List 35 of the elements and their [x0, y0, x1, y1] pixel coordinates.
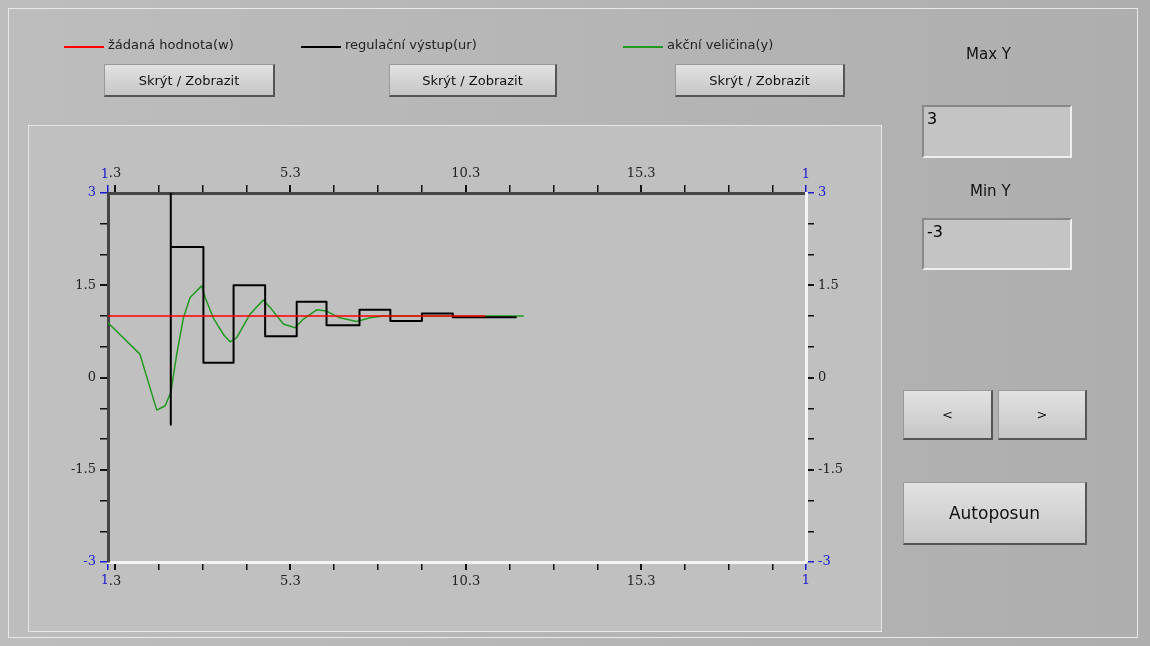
- y-tick-label: 0: [87, 368, 96, 384]
- x2-tick-label: 5.3: [280, 164, 301, 180]
- y-tick-label: 3: [87, 184, 96, 200]
- autoscroll-button: Autoposun: [903, 482, 1087, 545]
- y2-tick-label: -3: [818, 553, 831, 569]
- y2-tick-label: 0: [818, 368, 827, 384]
- x-tick-label: .3: [108, 573, 122, 589]
- x2-tick-label: .3: [108, 164, 122, 180]
- right-button: >: [998, 390, 1087, 440]
- y-tick-label: -1.5: [70, 461, 96, 477]
- legend-label: regulační výstup(ur): [345, 37, 477, 52]
- y2-tick-label: 1.5: [818, 276, 839, 292]
- text: 1: [801, 571, 811, 587]
- x-tick-label: 5.3: [280, 573, 301, 589]
- min-field: -3: [922, 218, 1072, 270]
- text: 1: [100, 165, 110, 181]
- text: Max Y: [966, 45, 1011, 63]
- text: 1: [100, 571, 110, 587]
- toggle-button: Skrýt / Zobrazit: [104, 64, 275, 97]
- toggle-button: Skrýt / Zobrazit: [389, 64, 557, 97]
- y2-tick-label: 3: [818, 184, 827, 200]
- x-tick-label: 10.3: [451, 573, 481, 589]
- x2-tick-label: 10.3: [451, 164, 481, 180]
- x-tick-label: 15.3: [626, 573, 656, 589]
- text: 1: [801, 165, 811, 181]
- y-tick-label: 1.5: [75, 276, 96, 292]
- legend-label: žádaná hodnota(w): [108, 37, 234, 52]
- legend-label: akční veličina(y): [667, 37, 774, 52]
- y-tick-label: -3: [83, 553, 96, 569]
- text: Min Y: [970, 182, 1011, 200]
- x2-tick-label: 15.3: [626, 164, 656, 180]
- toggle-button: Skrýt / Zobrazit: [675, 64, 845, 97]
- y2-tick-label: -1.5: [818, 461, 844, 477]
- left-button: <: [903, 390, 993, 440]
- max-field: 3: [922, 105, 1072, 158]
